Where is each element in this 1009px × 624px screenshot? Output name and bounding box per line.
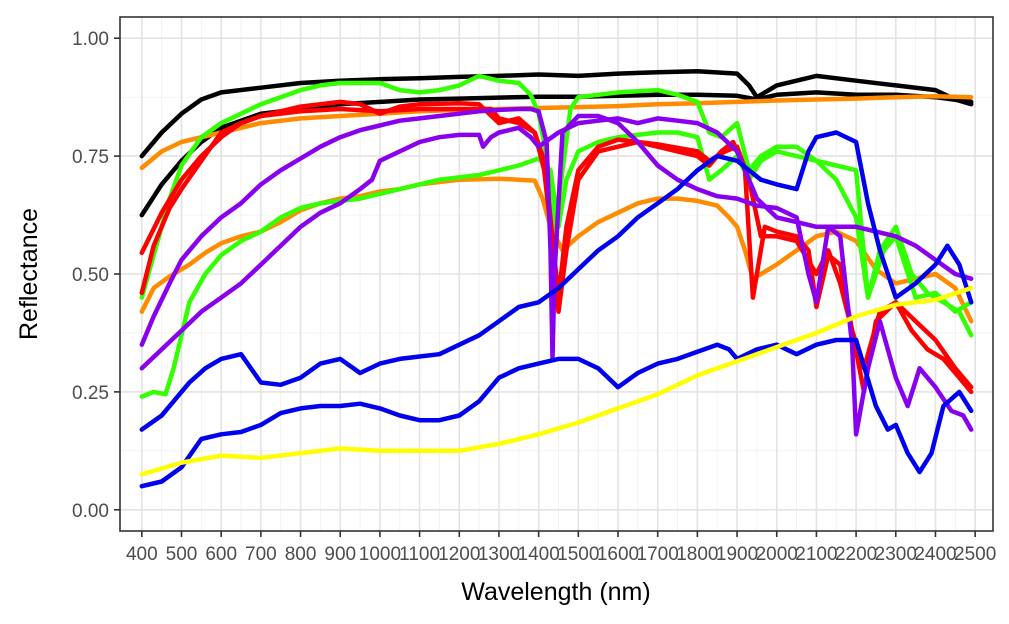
series-lines (139, 68, 974, 489)
series-line-10 (139, 116, 974, 371)
series-line-4 (139, 176, 974, 324)
x-tick-label: 1600 (597, 544, 639, 565)
x-tick-label: 2300 (875, 544, 917, 565)
x-tick-label: 700 (245, 544, 277, 565)
x-tick-label: 1700 (637, 544, 679, 565)
x-axis: 400 500 600 700 800 900 1000110012001300140015… (126, 531, 996, 565)
y-tick-label: 1.00 (72, 29, 109, 50)
series-line-11 (139, 130, 974, 432)
x-tick-label: 1900 (716, 544, 758, 565)
series-line-1 (139, 68, 974, 159)
x-tick-label: 1800 (676, 544, 718, 565)
series-line-12 (139, 337, 974, 489)
series-line-2 (139, 90, 974, 218)
x-tick-label: 2000 (756, 544, 798, 565)
x-axis-title: Wavelength (nm) (461, 578, 650, 606)
series-line-13 (139, 285, 974, 477)
x-tick-label: 1200 (438, 544, 480, 565)
x-tick-label: 1400 (518, 544, 560, 565)
series-line-5 (139, 73, 974, 338)
y-tick-label: 0.75 (72, 147, 109, 168)
y-axis-title: Reflectance (15, 208, 43, 340)
y-tick-label: 0.25 (72, 383, 109, 404)
x-tick-label: 600 (205, 544, 237, 565)
x-tick-label: 400 (126, 544, 158, 565)
x-tick-label: 1500 (557, 544, 599, 565)
y-tick-label: 0.50 (72, 265, 109, 286)
y-tick-label: 0.00 (72, 501, 109, 522)
x-tick-label: 900 (324, 544, 356, 565)
x-tick-label: 2500 (954, 544, 996, 565)
series-line-8 (139, 106, 974, 390)
x-tick-label: 800 (285, 544, 317, 565)
x-tick-label: 1000 (359, 544, 401, 565)
x-tick-label: 1300 (478, 544, 520, 565)
x-tick-label: 2400 (914, 544, 956, 565)
x-tick-label: 500 (166, 544, 198, 565)
x-tick-label: 2100 (795, 544, 837, 565)
y-axis: 0.00 0.25 0.50 0.75 1.00 (72, 29, 120, 522)
x-tick-label: 2200 (835, 544, 877, 565)
x-tick-label: 1100 (399, 544, 440, 565)
